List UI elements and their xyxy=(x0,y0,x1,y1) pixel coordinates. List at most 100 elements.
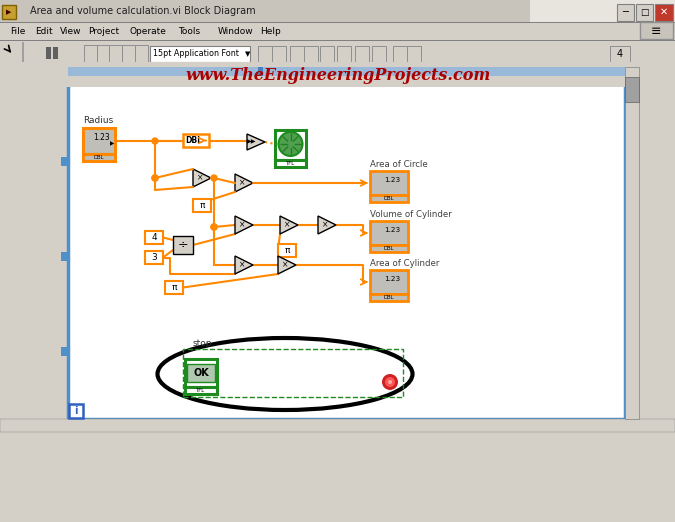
Polygon shape xyxy=(235,174,253,192)
Circle shape xyxy=(382,374,398,390)
Text: 1.23: 1.23 xyxy=(93,133,110,141)
FancyBboxPatch shape xyxy=(278,244,296,257)
Circle shape xyxy=(211,224,217,230)
Text: ✕: ✕ xyxy=(660,7,668,17)
Text: 1.23: 1.23 xyxy=(384,177,400,183)
Text: ▶: ▶ xyxy=(110,141,114,146)
Polygon shape xyxy=(247,134,265,150)
FancyBboxPatch shape xyxy=(370,171,408,195)
Text: 4: 4 xyxy=(151,233,157,242)
FancyBboxPatch shape xyxy=(0,22,675,40)
Polygon shape xyxy=(235,216,253,234)
Text: ×: × xyxy=(239,220,245,230)
FancyBboxPatch shape xyxy=(320,46,334,63)
FancyBboxPatch shape xyxy=(370,221,408,245)
Text: DBL: DBL xyxy=(384,246,394,251)
Text: ×: × xyxy=(239,179,245,187)
Circle shape xyxy=(152,175,158,181)
FancyBboxPatch shape xyxy=(109,45,122,63)
Text: 4: 4 xyxy=(617,49,623,59)
FancyBboxPatch shape xyxy=(0,40,675,66)
FancyBboxPatch shape xyxy=(0,419,675,432)
Circle shape xyxy=(211,175,217,181)
Text: ▶: ▶ xyxy=(6,9,11,15)
FancyBboxPatch shape xyxy=(173,236,193,254)
FancyBboxPatch shape xyxy=(83,154,115,161)
FancyBboxPatch shape xyxy=(135,45,148,63)
Text: 15pt Application Font: 15pt Application Font xyxy=(153,50,239,58)
Circle shape xyxy=(211,224,217,230)
FancyBboxPatch shape xyxy=(275,160,306,167)
FancyBboxPatch shape xyxy=(655,4,673,21)
FancyBboxPatch shape xyxy=(372,46,386,63)
FancyBboxPatch shape xyxy=(640,22,673,39)
Text: File: File xyxy=(10,27,26,35)
Text: View: View xyxy=(60,27,82,35)
Text: 3: 3 xyxy=(151,253,157,262)
Circle shape xyxy=(279,132,302,156)
FancyBboxPatch shape xyxy=(22,42,24,64)
Text: Help: Help xyxy=(260,27,281,35)
Polygon shape xyxy=(318,216,336,234)
FancyBboxPatch shape xyxy=(272,46,286,63)
Text: OK: OK xyxy=(193,368,209,378)
FancyBboxPatch shape xyxy=(68,67,625,419)
Text: Area and volume calculation.vi Block Diagram: Area and volume calculation.vi Block Dia… xyxy=(30,6,256,16)
Text: stop: stop xyxy=(193,339,213,348)
FancyBboxPatch shape xyxy=(53,47,58,59)
Text: Area of Circle: Area of Circle xyxy=(370,160,428,169)
FancyBboxPatch shape xyxy=(370,195,408,202)
Text: DBL: DBL xyxy=(384,295,394,300)
Text: 1.23: 1.23 xyxy=(384,227,400,233)
Circle shape xyxy=(152,138,158,144)
FancyBboxPatch shape xyxy=(150,46,250,62)
FancyBboxPatch shape xyxy=(0,0,675,22)
FancyBboxPatch shape xyxy=(0,40,675,41)
FancyBboxPatch shape xyxy=(187,364,215,382)
Text: ×: × xyxy=(284,220,290,230)
FancyBboxPatch shape xyxy=(337,46,351,63)
Text: i: i xyxy=(74,406,78,416)
Text: Window: Window xyxy=(218,27,254,35)
FancyBboxPatch shape xyxy=(258,67,263,76)
FancyBboxPatch shape xyxy=(610,46,630,62)
FancyBboxPatch shape xyxy=(61,157,69,165)
Text: ×: × xyxy=(322,220,328,230)
Text: TFL: TFL xyxy=(196,388,206,393)
Text: DBL: DBL xyxy=(384,196,394,201)
Text: Radius: Radius xyxy=(83,116,113,125)
Text: Edit: Edit xyxy=(35,27,53,35)
Text: ×: × xyxy=(196,173,203,183)
Text: Operate: Operate xyxy=(130,27,167,35)
FancyBboxPatch shape xyxy=(290,46,304,63)
FancyBboxPatch shape xyxy=(0,66,675,67)
FancyBboxPatch shape xyxy=(393,46,407,63)
Text: ×: × xyxy=(281,260,288,269)
Text: π: π xyxy=(199,201,205,210)
FancyBboxPatch shape xyxy=(407,46,421,63)
Text: DBL: DBL xyxy=(94,155,104,160)
FancyBboxPatch shape xyxy=(46,47,51,59)
Text: ─: ─ xyxy=(622,7,628,17)
Text: ▼: ▼ xyxy=(245,51,250,57)
Circle shape xyxy=(25,46,39,60)
FancyBboxPatch shape xyxy=(68,67,625,76)
Text: ÷: ÷ xyxy=(178,239,188,252)
FancyBboxPatch shape xyxy=(69,404,83,418)
FancyBboxPatch shape xyxy=(97,45,110,63)
FancyBboxPatch shape xyxy=(263,67,625,76)
FancyBboxPatch shape xyxy=(0,62,675,87)
FancyBboxPatch shape xyxy=(122,45,135,63)
FancyBboxPatch shape xyxy=(625,77,639,102)
FancyBboxPatch shape xyxy=(145,251,163,264)
Circle shape xyxy=(388,380,392,384)
FancyBboxPatch shape xyxy=(165,281,183,294)
FancyBboxPatch shape xyxy=(61,347,69,355)
Text: □: □ xyxy=(641,7,649,17)
Text: ×: × xyxy=(239,260,245,269)
Text: DBL: DBL xyxy=(186,136,202,145)
Circle shape xyxy=(66,47,78,59)
FancyBboxPatch shape xyxy=(68,67,258,76)
Polygon shape xyxy=(280,216,298,234)
FancyBboxPatch shape xyxy=(370,294,408,301)
